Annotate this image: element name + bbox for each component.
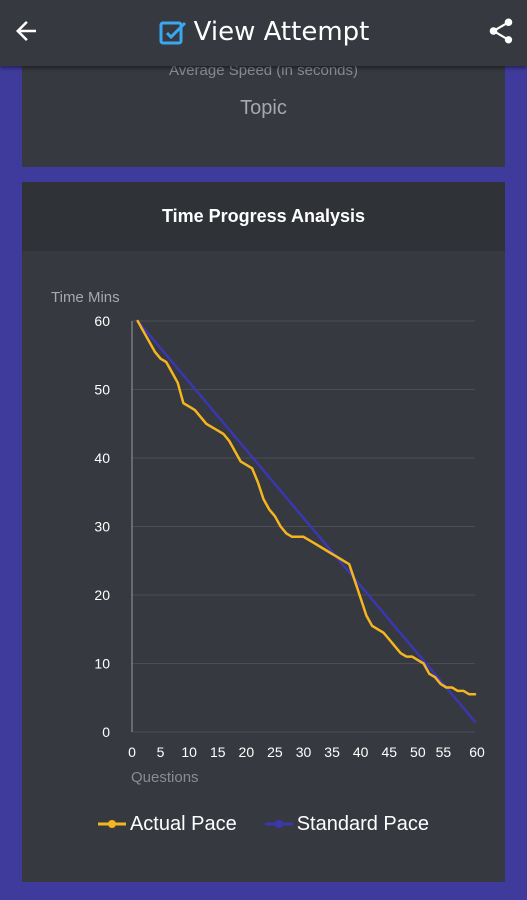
x-tick-label: 55 [436,744,452,760]
share-icon [489,18,513,44]
y-tick-label: 20 [94,587,110,603]
x-tick-label: 30 [296,744,312,760]
legend-label: Actual Pace [129,812,237,835]
chart-legend: Actual Pace Standard Pace [22,809,505,839]
y-tick-label: 40 [94,450,110,466]
app-title: View Attempt [0,12,527,52]
y-tick-label: 60 [94,313,110,329]
y-tick-label: 50 [94,382,110,398]
app-bar: View Attempt [0,0,527,66]
y-tick-label: 30 [94,519,110,535]
x-tick-label: 5 [157,744,165,760]
y-axis-title: Time Mins [51,289,120,306]
topic-label: Topic [240,97,287,119]
legend-swatch-actual [97,820,126,828]
legend-item-actual-pace[interactable]: Actual Pace [97,812,237,836]
x-tick-label: 50 [410,744,426,760]
x-tick-label: 20 [239,744,255,760]
series-line-standard-pace [136,319,477,723]
x-tick-label: 35 [324,744,340,760]
back-button[interactable] [8,13,44,49]
series-line-actual-pace [136,319,477,696]
x-tick-label: 60 [469,744,485,760]
legend-label: Standard Pace [296,812,430,835]
legend-item-standard-pace[interactable]: Standard Pace [264,812,430,836]
x-tick-label: 0 [128,744,136,760]
x-axis-title: Questions [131,769,199,786]
time-progress-card: Time Progress Analysis 0 10 20 30 40 50 60 0 5 10… [22,182,505,882]
x-tick-label: 45 [381,744,397,760]
legend-swatch-standard [264,820,293,828]
arrow-left-icon [16,21,36,41]
x-tick-label: 25 [267,744,283,760]
page-title: View Attempt [193,17,370,47]
card-title: Time Progress Analysis [161,206,366,226]
x-tick-label: 40 [353,744,369,760]
y-tick-label: 10 [94,656,110,672]
edit-square-icon [159,21,186,45]
share-button[interactable] [483,13,519,49]
x-tick-label: 10 [181,744,197,760]
average-speed-label: Average Speed (in seconds) [168,62,358,79]
x-tick-label: 15 [210,744,226,760]
y-tick-label: 0 [102,724,110,740]
card-header: Time Progress Analysis [22,182,505,251]
time-progress-chart: 0 10 20 30 40 50 60 0 5 10 15 20 25 30 35 40 45 50 55 60 Tim… [51,289,485,786]
